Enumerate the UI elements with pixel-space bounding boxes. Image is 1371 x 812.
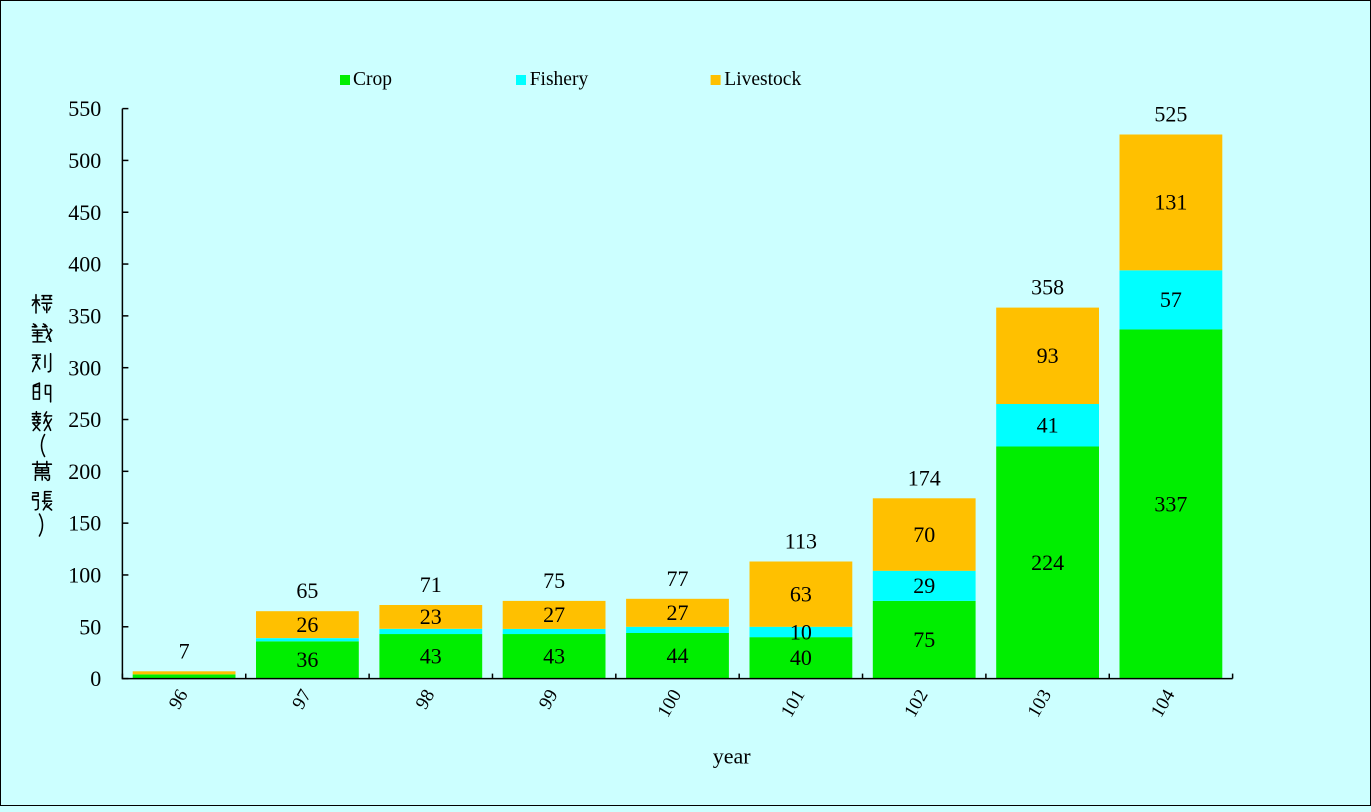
svg-text:174: 174 xyxy=(908,465,941,490)
svg-text:Fishery: Fishery xyxy=(530,69,589,90)
svg-text:337: 337 xyxy=(1154,491,1187,516)
svg-text:131: 131 xyxy=(1154,190,1187,215)
svg-text:0: 0 xyxy=(90,666,101,691)
svg-text:50: 50 xyxy=(79,614,101,639)
svg-text:550: 550 xyxy=(68,96,101,121)
svg-text:500: 500 xyxy=(68,148,101,173)
svg-text:450: 450 xyxy=(68,200,101,225)
svg-text:150: 150 xyxy=(68,511,101,536)
svg-text:36: 36 xyxy=(296,647,318,672)
svg-text:43: 43 xyxy=(420,644,442,669)
svg-text:Livestock: Livestock xyxy=(724,69,801,90)
svg-text:525: 525 xyxy=(1154,102,1187,127)
svg-text:300: 300 xyxy=(68,355,101,380)
svg-text:26: 26 xyxy=(296,612,318,637)
svg-text:7: 7 xyxy=(179,638,190,663)
svg-text:97: 97 xyxy=(288,686,316,713)
svg-text:99: 99 xyxy=(535,686,563,713)
svg-text:400: 400 xyxy=(68,252,101,277)
svg-text:41: 41 xyxy=(1037,413,1059,438)
svg-text:75: 75 xyxy=(543,568,565,593)
svg-text:Crop: Crop xyxy=(353,69,392,90)
svg-text:63: 63 xyxy=(790,581,812,606)
svg-text:65: 65 xyxy=(296,578,318,603)
svg-text:101: 101 xyxy=(777,686,809,721)
svg-text:29: 29 xyxy=(913,573,935,598)
svg-text:43: 43 xyxy=(543,644,565,669)
svg-text:23: 23 xyxy=(420,604,442,629)
svg-text:100: 100 xyxy=(68,563,101,588)
svg-text:27: 27 xyxy=(543,602,565,627)
svg-text:250: 250 xyxy=(68,407,101,432)
svg-text:100: 100 xyxy=(654,686,686,721)
svg-text:350: 350 xyxy=(68,304,101,329)
svg-text:93: 93 xyxy=(1037,343,1059,368)
svg-text:200: 200 xyxy=(68,459,101,484)
svg-text:70: 70 xyxy=(913,522,935,547)
svg-text:44: 44 xyxy=(667,643,689,668)
svg-text:57: 57 xyxy=(1160,287,1182,312)
svg-text:10: 10 xyxy=(790,619,812,644)
svg-text:year: year xyxy=(713,744,752,769)
svg-text:40: 40 xyxy=(790,645,812,670)
svg-text:27: 27 xyxy=(667,600,689,625)
svg-text:98: 98 xyxy=(412,686,440,713)
svg-text:104: 104 xyxy=(1147,686,1180,722)
svg-text:113: 113 xyxy=(785,529,817,554)
svg-text:224: 224 xyxy=(1031,550,1064,575)
svg-text:102: 102 xyxy=(900,686,932,721)
svg-text:103: 103 xyxy=(1024,686,1056,721)
svg-text:77: 77 xyxy=(667,566,689,591)
svg-text:358: 358 xyxy=(1031,275,1064,300)
svg-text:71: 71 xyxy=(420,572,442,597)
svg-text:75: 75 xyxy=(913,627,935,652)
svg-text:96: 96 xyxy=(165,686,193,713)
